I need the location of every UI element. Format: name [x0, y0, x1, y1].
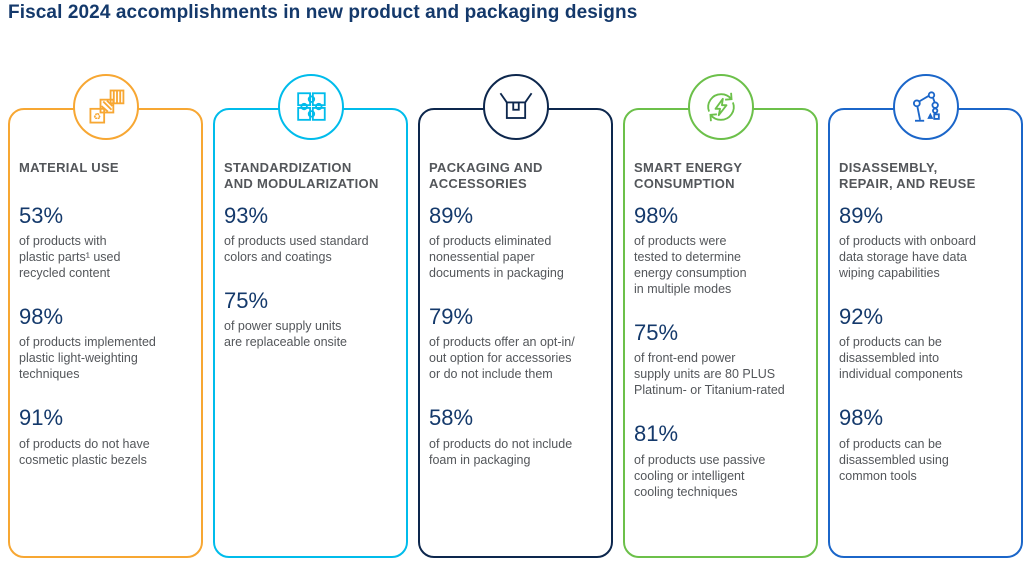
stat-description: of products implemented plastic light-we… — [19, 335, 156, 382]
stat: 79% of products offer an opt-in/ out opt… — [429, 304, 603, 382]
stat-description: of products do not include foam in packa… — [429, 436, 573, 467]
stat-value: 98% — [839, 405, 884, 431]
stat: 93% of products used standard colors and… — [224, 203, 398, 265]
stat-description: of products use passive cooling or intel… — [634, 452, 766, 499]
card-title: DISASSEMBLY, REPAIR, AND REUSE — [839, 160, 976, 192]
svg-text:♻: ♻ — [93, 111, 101, 121]
stat-value: 81% — [634, 421, 679, 447]
open-box-icon — [482, 74, 549, 140]
stat-value: 93% — [224, 203, 269, 228]
stat-description: of products with onboard data storage ha… — [839, 234, 976, 281]
stat-description: of products can be disassembled into ind… — [839, 335, 963, 382]
stat-description: of power supply units are replaceable on… — [224, 319, 347, 350]
stat-value: 98% — [634, 203, 679, 228]
stat-value: 89% — [839, 203, 884, 228]
stat: 75% of front-end power supply units are … — [634, 320, 808, 398]
stat-value: 75% — [634, 320, 679, 346]
stat-value: 98% — [19, 304, 64, 330]
stat-description: of products do not have cosmetic plastic… — [19, 436, 150, 467]
stat: 58% of products do not include foam in p… — [429, 406, 603, 467]
cards-row: ♻ MATERIAL USE 53% of products with plas… — [8, 74, 1023, 558]
stat-description: of products offer an opt-in/ out option … — [429, 335, 575, 382]
stat-value: 92% — [839, 304, 884, 330]
stat: 98% of products can be disassembled usin… — [839, 406, 1013, 483]
card-title: STANDARDIZATION AND MODULARIZATION — [224, 160, 379, 192]
card-disassembly-repair-reuse: DISASSEMBLY, REPAIR, AND REUSE 89% of pr… — [828, 74, 1023, 558]
stat: 75% of power supply units are replaceabl… — [224, 288, 398, 350]
stat-value: 89% — [429, 203, 474, 228]
card-packaging-accessories: PACKAGING AND ACCESSORIES 89% of product… — [418, 74, 613, 558]
stat: 92% of products can be disassembled into… — [839, 304, 1013, 382]
stat: 91% of products do not have cosmetic pla… — [19, 406, 193, 467]
card-title: MATERIAL USE — [19, 160, 119, 175]
stat: 89% of products with onboard data storag… — [839, 203, 1013, 281]
page-title: Fiscal 2024 accomplishments in new produ… — [8, 2, 638, 23]
card-smart-energy-consumption: SMART ENERGY CONSUMPTION 98% of products… — [623, 74, 818, 558]
stat: 81% of products use passive cooling or i… — [634, 422, 808, 499]
stat-description: of products can be disassembled using co… — [839, 436, 949, 483]
stat-description: of products used standard colors and coa… — [224, 234, 369, 265]
stat-value: 53% — [19, 203, 64, 228]
stat: 53% of products with plastic parts¹ used… — [19, 203, 193, 281]
stat-description: of front-end power supply units are 80 P… — [634, 351, 785, 398]
stat: 98% of products were tested to determine… — [634, 203, 808, 297]
card-material-use: ♻ MATERIAL USE 53% of products with plas… — [8, 74, 203, 558]
stat-value: 75% — [224, 288, 269, 314]
stat-value: 79% — [429, 304, 474, 330]
card-standardization-modularization: STANDARDIZATION AND MODULARIZATION 93% o… — [213, 74, 408, 558]
stat: 98% of products implemented plastic ligh… — [19, 304, 193, 382]
stat-description: of products with plastic parts¹ used rec… — [19, 234, 121, 281]
stat-description: of products eliminated nonessential pape… — [429, 234, 564, 281]
card-title: PACKAGING AND ACCESSORIES — [429, 160, 543, 192]
stat-value: 58% — [429, 405, 474, 431]
energy-cycle-icon — [687, 74, 754, 140]
stat: 89% of products eliminated nonessential … — [429, 203, 603, 281]
card-title: SMART ENERGY CONSUMPTION — [634, 160, 743, 192]
robot-arm-icon — [892, 74, 959, 140]
stat-description: of products were tested to determine ene… — [634, 234, 747, 297]
material-swatches-icon: ♻ — [72, 74, 139, 140]
stat-value: 91% — [19, 405, 64, 431]
puzzle-pieces-icon — [277, 74, 344, 140]
